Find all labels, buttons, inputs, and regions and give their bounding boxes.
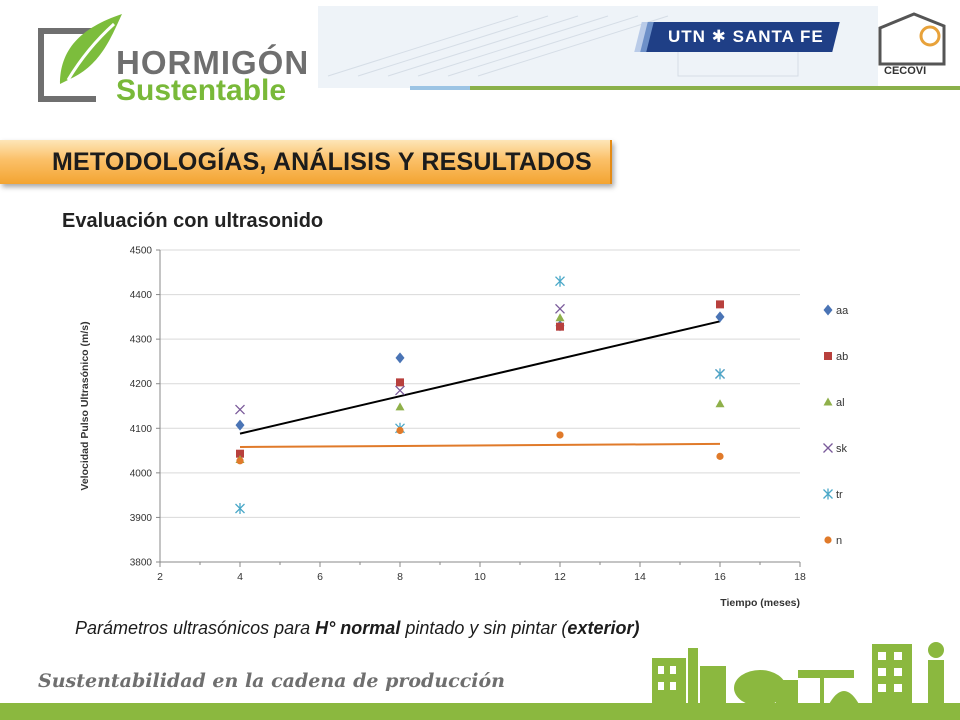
y-axis-label: Velocidad Pulso Ultrasónico (m/s) [79,321,91,490]
legend-label-sk: sk [836,443,848,455]
caption-part1: Parámetros ultrasónicos para [75,618,316,638]
trendline [239,442,721,449]
data-point-aa [395,352,405,364]
legend-label-ab: ab [836,351,848,363]
x-axis-label: Tiempo (meses) [720,597,800,609]
section-title-banner [0,140,612,184]
data-point-sk [555,303,565,314]
legend-label-al: al [836,397,845,409]
section-title: METODOLOGÍAS, ANÁLISIS Y RESULTADOS [52,148,592,176]
data-point-n [556,431,564,439]
cecovi-logo [878,12,946,66]
data-point-tr [235,503,245,515]
y-tick-label: 4000 [130,468,153,479]
legend-marker-ab [824,352,832,360]
x-tick-label: 2 [157,571,163,583]
legend-label-n: n [836,535,842,547]
x-tick-label: 12 [554,571,566,583]
y-tick-label: 4100 [130,424,153,435]
data-point-tr [715,368,725,380]
legend-marker-al [823,397,833,406]
legend-marker-sk [823,443,833,453]
x-tick-label: 14 [634,571,646,583]
legend-marker-n [824,536,832,544]
hormigon-sustentable-logo: HORMIGÓN Sustentable [38,10,308,107]
cecovi-label: CECOVI [884,65,927,77]
legend-label-aa: aa [836,305,849,317]
trendline [239,320,721,435]
header-bar-green [470,86,960,90]
slide-subtitle: Evaluación con ultrasonido [62,210,324,232]
x-tick-label: 10 [474,571,486,583]
y-tick-label: 3800 [130,558,153,569]
chart-caption: Parámetros ultrasónicos para H° normal p… [75,618,639,639]
footer-bar [0,703,960,720]
data-point-ab [716,300,724,309]
y-tick-label: 4400 [130,290,153,301]
legend-marker-aa [823,304,833,316]
x-tick-label: 4 [237,571,243,583]
data-point-tr [555,275,565,287]
footer-industry-icons [652,642,944,708]
data-point-n [716,452,724,460]
logo-line1: HORMIGÓN [116,44,310,81]
x-tick-label: 16 [714,571,726,583]
legend-label-tr: tr [836,489,843,501]
y-tick-label: 4300 [130,335,153,346]
data-point-ab [236,449,244,458]
data-point-n [236,457,244,465]
y-tick-label: 3900 [130,513,153,524]
x-tick-label: 6 [317,571,323,583]
data-point-al [715,399,725,408]
data-point-al [395,402,405,411]
data-point-aa [235,419,245,431]
data-point-sk [235,404,245,415]
ultrasound-scatter-chart: 3800 3900 4000 4100 4200 4300 4400 4500 2 4 6 8 10 12… [79,246,849,610]
y-tick-label: 4200 [130,379,153,390]
leaf-icon [60,14,122,84]
data-point-aa [715,311,725,323]
data-point-ab [396,378,404,387]
footer-tagline: Sustentabilidad en la cadena de producci… [38,670,505,692]
x-tick-label: 8 [397,571,403,583]
utn-label: UTN ✱ SANTA FE [668,27,824,46]
data-point-n [396,426,404,435]
logo-line2: Sustentable [116,74,287,107]
legend-marker-tr [823,488,833,500]
y-tick-label: 4500 [130,246,153,257]
logo-frame [38,28,96,102]
data-point-ab [556,322,564,331]
caption-part2: pintado y sin pintar ( [400,618,568,638]
caption-bold2: exterior) [567,618,640,638]
data-point-al [555,313,565,322]
data-point-sk [395,385,405,396]
caption-bold1: H° normal [315,618,401,638]
x-tick-label: 18 [794,571,806,583]
